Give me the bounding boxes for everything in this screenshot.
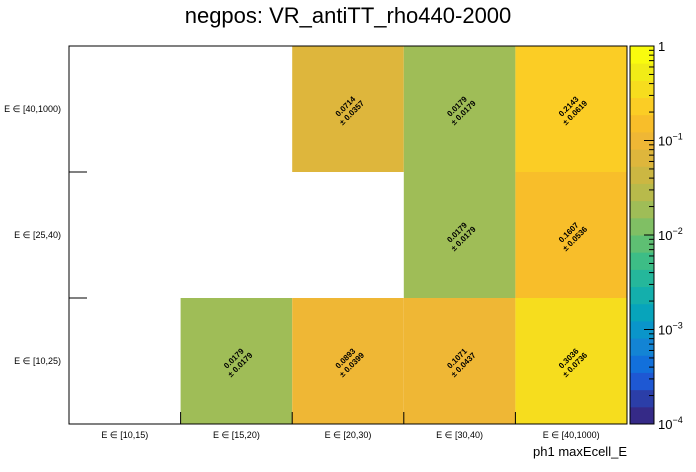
color-scale-segment <box>630 166 654 184</box>
color-scale-segment <box>630 217 654 236</box>
heatmap-cell <box>292 298 404 424</box>
color-scale-segment <box>630 131 654 150</box>
color-scale-segment <box>630 235 654 253</box>
color-scale-segment <box>630 114 654 133</box>
x-tick-label: E ∈ [30,40) <box>436 430 483 440</box>
y-tick-label: E ∈ [25,40) <box>14 230 61 240</box>
color-scale-segment <box>630 355 654 373</box>
color-scale-tick-base: 10 <box>658 323 672 338</box>
color-scale-tick-base: 10 <box>658 228 672 243</box>
color-scale-tick-base: 10 <box>658 134 672 149</box>
color-scale-tick-exponent: −4 <box>672 415 682 425</box>
color-scale-segment <box>630 183 654 202</box>
y-tick-label: E ∈ [40,1000) <box>4 104 61 114</box>
heatmap-cell <box>403 46 516 172</box>
heatmap-cell <box>403 172 516 298</box>
color-scale-segment <box>630 97 654 116</box>
color-scale-segment <box>630 303 654 322</box>
x-tick-label: E ∈ [20,30) <box>325 430 372 440</box>
y-axis: E ∈ [10,25) E ∈ [25,40) E ∈ [40,1000) <box>4 45 87 425</box>
color-scale-segment <box>630 372 654 391</box>
heatmap-cell <box>180 298 293 424</box>
y-tick-label: E ∈ [10,25) <box>14 356 61 366</box>
color-scale-tick-exponent: −3 <box>672 321 682 331</box>
color-scale-tick-exponent: −1 <box>672 132 682 142</box>
color-scale-segment <box>630 286 654 305</box>
color-scale-segment <box>630 252 654 270</box>
color-scale-segment <box>630 338 654 356</box>
heatmap-cell <box>515 46 627 172</box>
heatmap-cell <box>515 172 627 298</box>
heatmap-cell <box>403 298 516 424</box>
color-scale-tick-base: 10 <box>658 417 672 432</box>
color-scale-segment <box>630 46 654 64</box>
color-scale-tick-label: 1 <box>658 39 665 54</box>
x-tick-label: E ∈ [15,20) <box>213 430 260 440</box>
color-scale-segment <box>630 389 654 408</box>
heatmap-cell <box>515 298 627 424</box>
color-scale-segment <box>630 149 654 167</box>
heatmap-cell <box>292 46 404 172</box>
color-scale-segment <box>630 63 654 81</box>
x-axis-title: ph1 maxEcell_E <box>533 444 627 459</box>
color-scale-tick-label: 10−2 <box>658 226 683 243</box>
color-scale-tick-base: 1 <box>658 39 665 54</box>
color-scale-segment <box>630 406 654 425</box>
chart-title: negpos: VR_antiTT_rho440-2000 <box>185 3 512 28</box>
heatmap-cells <box>180 46 627 424</box>
x-tick-label: E ∈ [40,1000) <box>543 430 600 440</box>
x-axis: E ∈ [10,15) E ∈ [15,20) E ∈ [20,30) E ∈ [30… <box>68 412 628 440</box>
x-tick-label: E ∈ [10,15) <box>101 430 148 440</box>
color-scale-bar: 110−110−210−310−4 <box>629 39 683 432</box>
color-scale-tick-label: 10−1 <box>658 132 683 149</box>
color-scale-segment <box>630 80 654 99</box>
color-scale-tick-label: 10−3 <box>658 321 683 338</box>
color-scale-segment <box>630 320 654 339</box>
color-scale-segment <box>630 269 654 288</box>
plot-frame <box>68 45 628 425</box>
color-scale-segment <box>630 200 654 219</box>
color-scale-tick-label: 10−4 <box>658 415 683 432</box>
color-scale-tick-exponent: −2 <box>672 226 682 236</box>
